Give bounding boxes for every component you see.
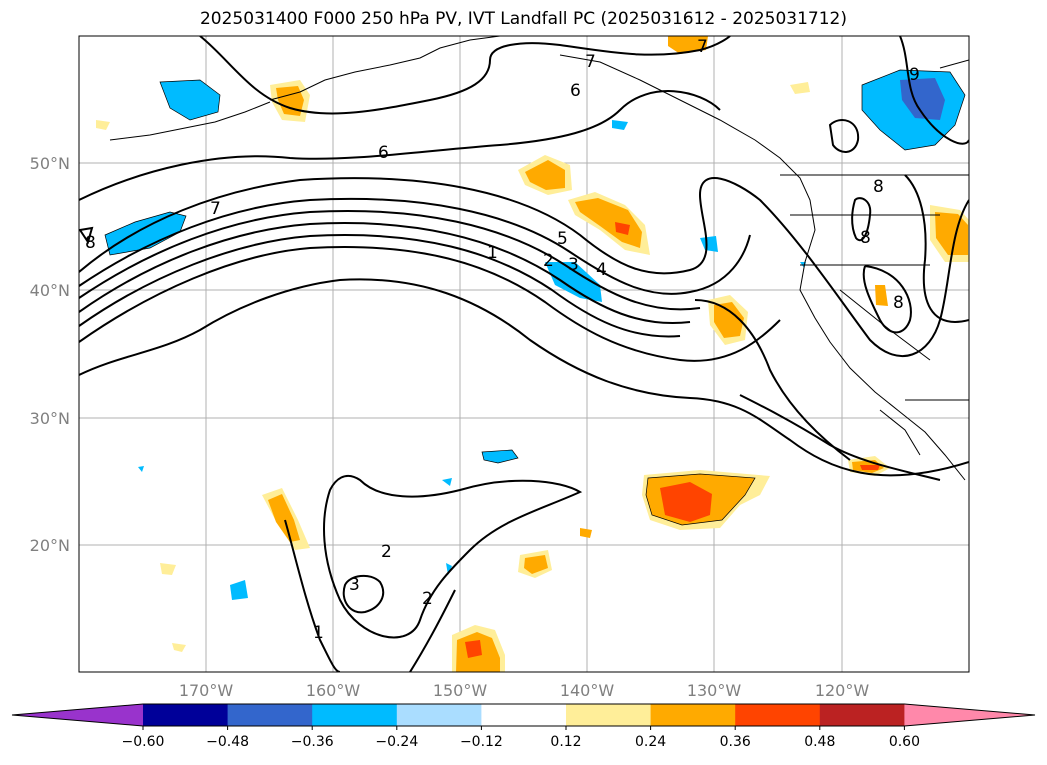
map-area xyxy=(79,36,969,672)
lon-label: 150°W xyxy=(433,681,488,700)
colorbar-segment xyxy=(650,704,736,726)
colorbar-segment xyxy=(312,704,398,726)
map-title: 2025031400 F000 250 hPa PV, IVT Landfall… xyxy=(199,9,847,29)
gridlines xyxy=(79,36,969,672)
lon-label: 130°W xyxy=(687,681,742,700)
colorbar-tick-label: −0.60 xyxy=(122,734,165,750)
contour-label: 2 xyxy=(422,589,433,609)
colorbar-segment xyxy=(396,704,482,726)
contour-label: 7 xyxy=(697,37,708,57)
lon-label: 160°W xyxy=(306,681,361,700)
colorbar-tick-label: −0.36 xyxy=(291,734,334,750)
contour-label: 8 xyxy=(85,233,96,253)
contour-label: 3 xyxy=(349,575,360,595)
contour-label: 9 xyxy=(909,65,920,85)
contour-label: 8 xyxy=(893,293,904,313)
contour-label: 8 xyxy=(873,177,884,197)
contour-label: 2 xyxy=(381,542,392,562)
lon-label: 140°W xyxy=(560,681,615,700)
contour-labels: 7 6 6 7 8 1 5 2 3 4 8 8 8 9 2 3 2 1 7 xyxy=(85,37,920,643)
colorbar-segment xyxy=(481,704,567,726)
colorbar-segment xyxy=(227,704,313,726)
contour-label: 7 xyxy=(210,199,221,219)
contour-label: 2 xyxy=(543,251,554,271)
contour-label: 8 xyxy=(860,228,871,248)
colorbar-tick-label: 0.24 xyxy=(635,734,666,750)
map-frame xyxy=(78,35,970,673)
contour-label: 3 xyxy=(568,255,579,275)
colorbar-tick-label: −0.24 xyxy=(375,734,418,750)
lon-label: 120°W xyxy=(815,681,870,700)
blob-outlines xyxy=(104,69,966,526)
colorbar-tick-label: −0.48 xyxy=(206,734,249,750)
colorbar-extend-high xyxy=(904,704,1035,726)
longitude-labels: 170°W 160°W 150°W 140°W 130°W 120°W xyxy=(179,681,870,700)
colorbar-tick-label: −0.12 xyxy=(460,734,503,750)
contour-label: 4 xyxy=(596,260,607,280)
contour-label: 7 xyxy=(585,52,596,72)
colorbar-segment xyxy=(143,704,229,726)
colorbar-segment xyxy=(819,704,905,726)
colorbar-tick-label: 0.36 xyxy=(720,734,751,750)
colorbar-segment xyxy=(735,704,821,726)
colorbar-tick-label: 0.60 xyxy=(889,734,920,750)
contour-label: 1 xyxy=(313,623,324,643)
contour-label: 6 xyxy=(570,81,581,101)
colorbar-extend-low xyxy=(12,704,143,726)
colorbar-segment xyxy=(566,704,652,726)
contour-label: 1 xyxy=(487,243,498,263)
lon-label: 170°W xyxy=(179,681,234,700)
colorbar-tick-label: 0.48 xyxy=(804,734,835,750)
lat-label: 30°N xyxy=(30,409,70,428)
lat-label: 20°N xyxy=(30,536,70,555)
contour-label: 6 xyxy=(378,143,389,163)
colorbar-tick-label: 0.12 xyxy=(550,734,581,750)
lat-label: 50°N xyxy=(30,154,70,173)
contour-label: 5 xyxy=(557,229,568,249)
lat-label: 40°N xyxy=(30,281,70,300)
coastlines xyxy=(109,36,969,481)
latitude-labels: 50°N 40°N 30°N 20°N xyxy=(30,154,70,555)
pv-contours xyxy=(79,36,969,672)
shading-fills xyxy=(96,36,969,672)
colorbar: −0.60 −0.48 −0.36 −0.24 −0.12 0.12 0.24 0.36 0.4… xyxy=(11,703,1036,750)
